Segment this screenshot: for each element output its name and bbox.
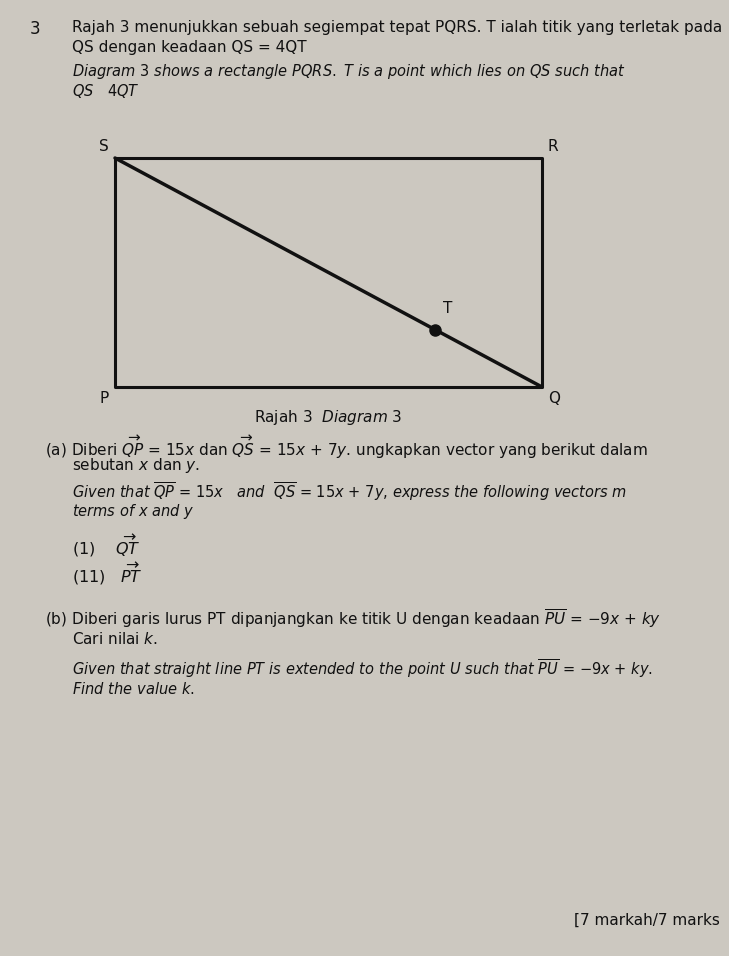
Text: Q: Q xyxy=(548,391,560,406)
Text: Rajah 3 menunjukkan sebuah segiempat tepat PQRS. T ialah titik yang terletak pad: Rajah 3 menunjukkan sebuah segiempat tep… xyxy=(72,20,722,35)
Text: $\it{terms\ of\ x\ and\ y}$: $\it{terms\ of\ x\ and\ y}$ xyxy=(72,502,195,521)
Text: $\it{Find\ the\ value\ k}$.: $\it{Find\ the\ value\ k}$. xyxy=(72,681,195,697)
Text: [7 markah/7 marks: [7 markah/7 marks xyxy=(574,913,720,928)
Text: (a) Diberi $\overrightarrow{QP}$ = 15$x$ dan $\overrightarrow{QS}$ = 15$x$ + 7$y: (a) Diberi $\overrightarrow{QP}$ = 15$x$… xyxy=(45,434,648,461)
Text: S: S xyxy=(99,139,109,154)
Text: P: P xyxy=(100,391,109,406)
Text: $\it{Diagram\ 3\ shows\ a\ rectangle\ PQRS.\ T\ is\ a\ point\ which\ lies\ on\ Q: $\it{Diagram\ 3\ shows\ a\ rectangle\ PQ… xyxy=(72,62,626,81)
Text: (11)   $\overrightarrow{PT}$: (11) $\overrightarrow{PT}$ xyxy=(72,560,143,587)
Text: $\it{Given\ that}$ $\overline{QP}$ = 15$x$ $\it{\ \ and\ }$ $\overline{QS}$ = 15: $\it{Given\ that}$ $\overline{QP}$ = 15$… xyxy=(72,480,627,503)
Text: 3: 3 xyxy=(30,20,41,38)
Text: $\it{Given\ that\ straight\ line\ PT\ is\ extended\ to\ the\ point\ U\ such\ tha: $\it{Given\ that\ straight\ line\ PT\ is… xyxy=(72,657,653,680)
Text: QS dengan keadaan QS = 4QT: QS dengan keadaan QS = 4QT xyxy=(72,40,307,55)
Text: R: R xyxy=(548,139,558,154)
Text: $\it{QS\ \ \ 4QT}$: $\it{QS\ \ \ 4QT}$ xyxy=(72,82,140,100)
Text: Rajah 3  $\it{Diagram\ 3}$: Rajah 3 $\it{Diagram\ 3}$ xyxy=(254,408,402,427)
Text: (b) Diberi garis lurus PT dipanjangkan ke titik U dengan keadaan $\overline{PU}$: (b) Diberi garis lurus PT dipanjangkan k… xyxy=(45,607,661,630)
Text: Cari nilai $k$.: Cari nilai $k$. xyxy=(72,631,158,647)
Text: T: T xyxy=(443,301,453,315)
Text: sebutan $x$ dan $y$.: sebutan $x$ dan $y$. xyxy=(72,456,200,475)
Text: (1)    $\overrightarrow{QT}$: (1) $\overrightarrow{QT}$ xyxy=(72,532,141,558)
